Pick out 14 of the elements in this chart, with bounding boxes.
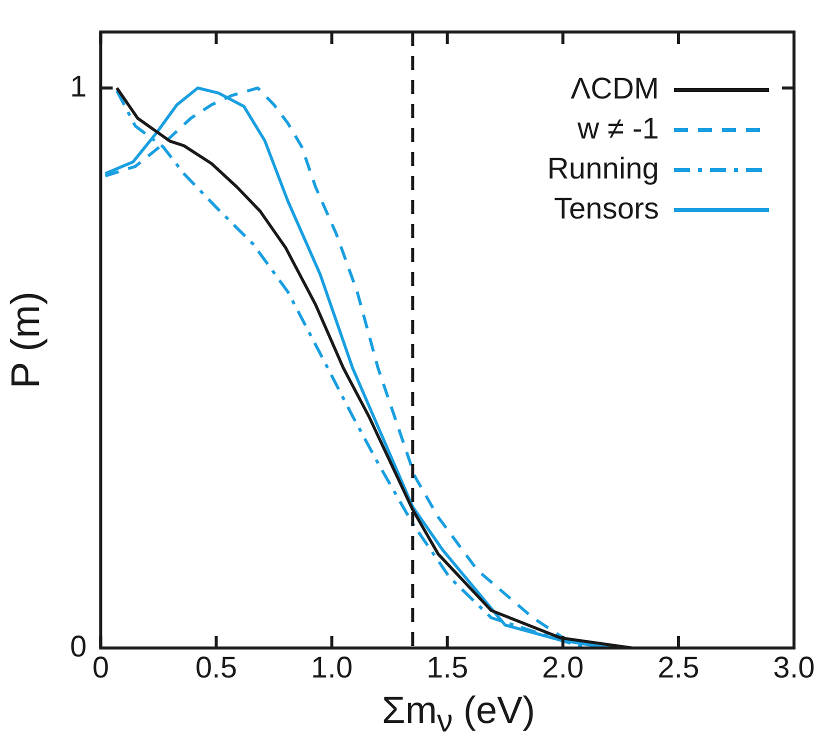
legend-label: ΛCDM [570, 72, 659, 106]
x-axis-title: Σm$_{ν}$ (eV) [380, 690, 536, 740]
x-tick-label: 0 [92, 651, 110, 684]
x-tick-label: 1.0 [310, 651, 353, 684]
legend-label: w ≠ -1 [576, 112, 659, 146]
legend-label: Tensors [554, 192, 659, 226]
legend-label: Running [547, 152, 659, 186]
x-tick-label: 0.5 [195, 651, 238, 684]
y-tick-label: 1 [70, 70, 87, 104]
x-tick-label: 2.5 [658, 651, 700, 684]
x-tick-label: 2.0 [542, 651, 584, 684]
y-axis-title: P (m) [4, 291, 48, 389]
x-tick-label: 3.0 [773, 651, 815, 684]
x-tick-label: 1.5 [426, 651, 468, 684]
